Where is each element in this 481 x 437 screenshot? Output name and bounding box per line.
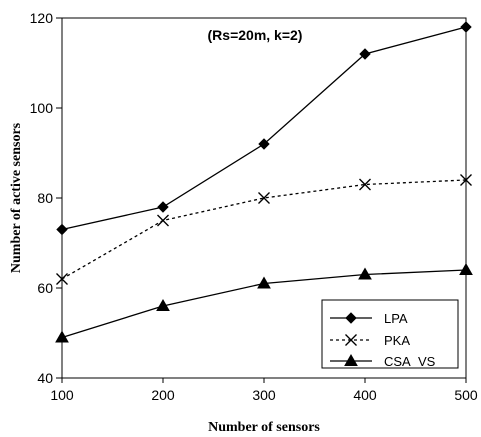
legend: LPA PKA CSA_VS <box>321 299 459 369</box>
x-marker-stroke <box>345 334 357 346</box>
x-marker-stroke <box>359 178 371 191</box>
x-tick-label: 100 <box>50 387 74 403</box>
data-point-csa-vs <box>156 298 170 311</box>
y-tick-label: 60 <box>37 280 53 296</box>
data-point-csa-vs <box>459 262 473 275</box>
legend-marker-csa-vs <box>344 353 358 366</box>
x-tick-label: 300 <box>252 387 276 403</box>
x-marker-stroke <box>460 174 472 186</box>
legend-label-csa-vs: CSA_VS <box>384 354 436 369</box>
legend-marker-pka <box>345 334 357 346</box>
data-point-lpa <box>359 48 371 60</box>
y-axis-label: Number of active sensors <box>9 122 24 273</box>
data-point-lpa <box>56 223 68 236</box>
x-marker-stroke <box>258 192 270 204</box>
data-point-csa-vs <box>55 330 69 343</box>
data-point-pka <box>56 273 68 285</box>
legend-box <box>321 299 459 369</box>
x-marker-stroke <box>56 273 68 285</box>
x-tick-label: 500 <box>454 387 478 403</box>
series-pka <box>56 174 472 285</box>
y-tick-label: 80 <box>37 190 53 206</box>
series-csa-vs <box>55 262 473 343</box>
data-point-pka <box>157 214 169 227</box>
data-point-pka <box>460 174 472 186</box>
x-marker-stroke <box>157 214 169 227</box>
x-tick-label: 200 <box>151 387 175 403</box>
series-lpa <box>56 21 472 236</box>
legend-label-pka: PKA <box>384 333 410 348</box>
data-point-pka <box>258 192 270 204</box>
x-axis-label: Number of sensors <box>208 420 320 435</box>
series-line-pka <box>61 179 467 280</box>
data-point-lpa <box>157 201 169 213</box>
y-tick-label: 120 <box>30 10 54 26</box>
data-point-csa-vs <box>257 276 271 289</box>
y-tick-label: 40 <box>37 370 53 386</box>
x-tick-label: 400 <box>353 387 377 403</box>
data-point-lpa <box>258 138 270 150</box>
data-point-lpa <box>460 21 472 33</box>
axis-ticks: 40 60 80 100 120 100 200 300 400 500 <box>30 10 478 403</box>
data-point-pka <box>359 178 371 191</box>
y-tick-label: 100 <box>30 100 54 116</box>
series-group <box>55 21 473 343</box>
legend-label-lpa: LPA <box>384 311 408 326</box>
legend-marker-lpa <box>345 312 357 324</box>
data-point-csa-vs <box>358 267 372 280</box>
chart-annotation: (Rs=20m, k=2) <box>208 27 303 43</box>
